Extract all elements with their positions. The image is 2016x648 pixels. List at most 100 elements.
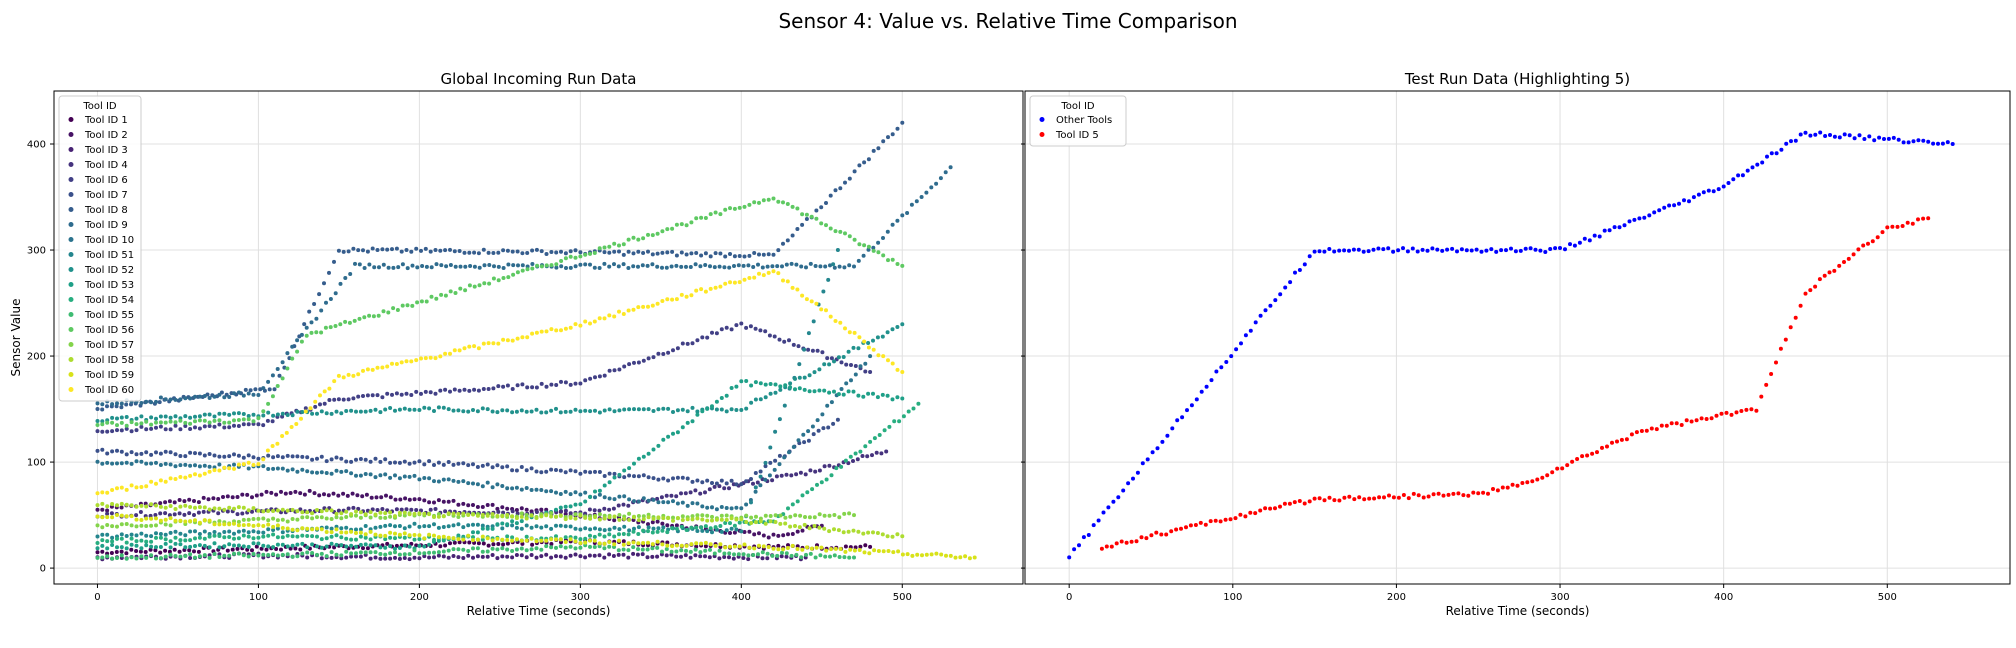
data-point	[832, 553, 837, 558]
data-point	[441, 477, 446, 482]
data-point	[393, 550, 397, 555]
data-point	[876, 240, 881, 245]
data-point	[544, 524, 549, 529]
data-point	[948, 165, 953, 170]
data-point	[890, 534, 895, 539]
data-point	[611, 554, 616, 558]
data-point	[177, 498, 182, 502]
data-point	[158, 511, 163, 516]
data-point	[95, 550, 100, 555]
data-point	[216, 511, 221, 516]
data-point	[336, 397, 341, 402]
data-point	[636, 456, 641, 461]
data-point	[790, 285, 795, 290]
data-point	[1875, 235, 1880, 240]
data-point	[240, 492, 245, 497]
data-point	[154, 516, 158, 521]
data-point	[1131, 476, 1135, 481]
data-point	[853, 364, 858, 368]
data-point	[501, 266, 506, 270]
data-point	[655, 519, 660, 524]
data-point	[795, 206, 800, 211]
data-point	[188, 529, 193, 534]
data-point	[451, 554, 456, 558]
data-point	[650, 262, 655, 267]
data-point	[771, 196, 776, 201]
data-point	[578, 545, 583, 550]
data-point	[124, 402, 129, 407]
data-point	[660, 265, 664, 270]
data-point	[817, 512, 822, 517]
data-point	[315, 508, 319, 512]
data-point	[271, 532, 276, 537]
data-point	[385, 364, 390, 369]
data-point	[399, 392, 404, 397]
data-point	[772, 334, 777, 339]
data-point	[568, 325, 573, 330]
data-point	[315, 515, 319, 520]
data-point	[290, 507, 295, 512]
data-point	[275, 454, 280, 459]
data-point	[700, 528, 705, 533]
data-point	[471, 462, 475, 467]
data-point	[363, 524, 368, 528]
data-point	[269, 490, 274, 495]
data-point	[645, 547, 650, 552]
data-point	[1513, 249, 1518, 254]
data-point	[407, 461, 412, 466]
data-point	[627, 511, 632, 516]
data-point	[385, 247, 390, 252]
data-point	[871, 391, 875, 396]
data-point	[232, 521, 236, 526]
data-point	[771, 269, 776, 274]
data-point	[167, 499, 172, 504]
data-point	[1535, 477, 1540, 482]
data-point	[1525, 480, 1530, 485]
data-point	[515, 249, 520, 254]
data-point	[355, 493, 360, 498]
data-point	[1149, 533, 1154, 538]
data-point	[207, 555, 212, 560]
data-point	[790, 543, 795, 548]
data-point	[256, 416, 261, 421]
data-point	[786, 532, 790, 537]
data-point	[534, 385, 539, 390]
data-point	[806, 331, 811, 336]
data-point	[1911, 139, 1916, 144]
data-point	[1263, 506, 1268, 511]
data-point	[797, 525, 802, 530]
data-point	[266, 527, 271, 532]
data-point	[1950, 142, 1955, 146]
data-point	[766, 270, 771, 275]
data-point	[298, 547, 303, 552]
data-point	[241, 523, 246, 528]
data-point	[310, 534, 315, 539]
legend-marker	[68, 117, 74, 122]
data-point	[836, 528, 841, 533]
grid	[54, 91, 1023, 584]
data-point	[684, 264, 688, 269]
data-point	[1302, 262, 1307, 267]
data-point	[334, 468, 339, 473]
data-point	[227, 529, 232, 534]
data-point	[554, 406, 558, 411]
data-point	[246, 466, 251, 471]
data-point	[275, 518, 280, 523]
data-point	[124, 556, 129, 561]
data-point	[452, 348, 457, 353]
series-tool-id-58	[95, 501, 905, 539]
data-point	[1842, 260, 1846, 264]
data-point	[739, 482, 744, 487]
data-point	[848, 454, 853, 459]
data-point	[871, 338, 875, 343]
data-point	[163, 449, 168, 454]
data-point	[684, 528, 689, 532]
data-point	[236, 390, 241, 395]
data-point	[105, 554, 110, 559]
data-point	[900, 213, 905, 218]
data-point	[1580, 454, 1585, 459]
data-point	[275, 412, 280, 417]
data-point	[305, 555, 310, 560]
data-point	[302, 492, 307, 497]
data-point	[737, 280, 742, 285]
